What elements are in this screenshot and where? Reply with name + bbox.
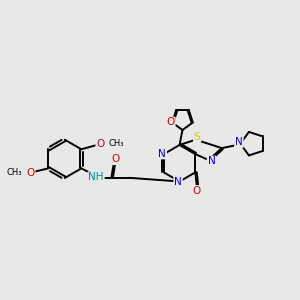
Text: O: O — [26, 167, 35, 178]
Text: N: N — [174, 177, 182, 187]
Text: O: O — [167, 118, 175, 128]
Text: O: O — [193, 186, 201, 196]
Text: O: O — [96, 139, 105, 149]
Text: N: N — [235, 137, 243, 147]
Text: O: O — [111, 154, 119, 164]
Text: CH₃: CH₃ — [7, 168, 22, 177]
Text: S: S — [194, 132, 200, 142]
Text: CH₃: CH₃ — [109, 140, 124, 148]
Text: NH: NH — [88, 172, 104, 182]
Text: N: N — [208, 157, 215, 166]
Text: N: N — [158, 148, 166, 158]
